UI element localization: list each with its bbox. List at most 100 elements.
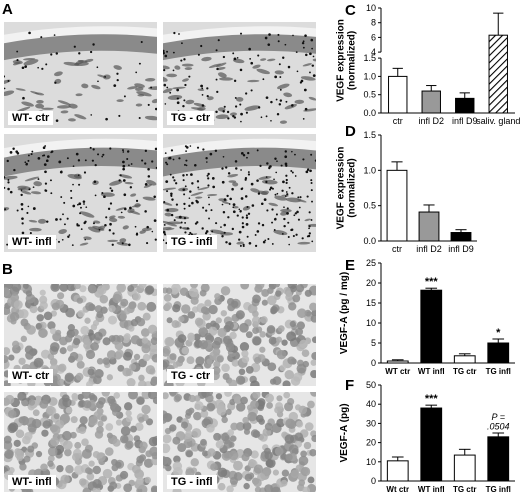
bar (418, 211, 440, 242)
y-tick-label: 20 (366, 278, 376, 288)
y-tick-label: 1.5 (363, 53, 376, 63)
panel-letter-e: E (345, 257, 356, 274)
x-tick-label: Wt ctr (386, 485, 409, 494)
x-tick-label: WT infl (418, 485, 445, 494)
bar (386, 460, 409, 482)
panel-letter-d: D (345, 123, 356, 140)
bar (453, 454, 476, 482)
x-tick-label: TG infl (486, 367, 511, 376)
y-tick-label: 0.0 (363, 108, 376, 118)
error-bar (492, 338, 505, 343)
error-bar (493, 12, 504, 36)
error-bar (458, 448, 471, 456)
significance-label: P = .0504 (487, 412, 510, 431)
micrograph-label: TG - infl (167, 475, 217, 489)
micrograph-a-wt-ctr: WT- ctr (4, 22, 157, 128)
bar (420, 407, 443, 482)
bar (386, 169, 408, 242)
bar (421, 90, 441, 114)
chart-f: 0 10 20 30 40 50 VEGF-A (pg) Wt ctr WT infl *** TG… (325, 377, 520, 495)
chart-c: 0.0 0.5 1.0 1.5 4 6 8 10 VEGF expression(normali… (325, 0, 520, 126)
y-tick-label: 1.0 (363, 71, 376, 81)
error-bar (392, 67, 403, 77)
y-tick-label: 1.0 (363, 165, 376, 175)
error-bar (391, 161, 403, 171)
bar (487, 436, 510, 482)
micrograph-b-wt-infl: WT- infl (4, 392, 157, 492)
x-tick-label: TG ctr (453, 367, 477, 376)
micrograph-label: WT- infl (8, 475, 56, 489)
micrograph-a-tg-infl: TG - infl (163, 134, 316, 252)
x-tick-label: TG ctr (453, 485, 477, 494)
y-tick-label: 10 (366, 3, 376, 13)
error-bar (455, 229, 467, 233)
error-bar (458, 353, 471, 356)
y-tick-label: 0 (371, 358, 376, 368)
y-tick-label: 5 (371, 338, 376, 348)
error-bar (391, 456, 404, 461)
error-bar (425, 404, 438, 409)
chart-e: 0 5 10 15 20 25 VEGF-A (pg / mg) WT ctr WT infl *… (325, 255, 520, 377)
chart-d: 0.0 0.5 1.0 1.5 VEGF expression(normalized) c… (325, 125, 520, 255)
micrograph-label: TG - ctr (167, 369, 215, 383)
panel-letter-f: F (345, 377, 355, 394)
bar (487, 342, 510, 364)
micrograph-a-tg-ctr: TG - ctr (163, 22, 316, 128)
bar (488, 34, 508, 114)
micrograph-label: TG - infl (167, 235, 217, 249)
bar (388, 75, 408, 114)
error-bar (492, 432, 505, 437)
y-tick-label: 1.5 (363, 130, 376, 140)
micrograph-label: WT- ctr (8, 111, 54, 125)
significance-label: *** (425, 276, 439, 288)
y-tick-label: 20 (366, 438, 376, 448)
x-tick-label: TG infl (486, 485, 511, 494)
y-tick-label: 0.5 (363, 90, 376, 100)
y-axis-label: VEGF expression(normalized) (336, 19, 358, 102)
y-tick-label: 6 (371, 32, 376, 42)
x-tick-label: WT ctr (385, 367, 410, 376)
panel-letter-a: A (2, 1, 13, 18)
panel-letter-b: B (2, 261, 13, 278)
y-tick-label: 30 (366, 418, 376, 428)
x-tick-label: infl D2 (418, 116, 444, 126)
bar (453, 355, 476, 364)
error-bar (426, 85, 437, 92)
error-bar (391, 359, 404, 361)
bar (386, 360, 409, 364)
y-tick-label: 0 (371, 476, 376, 486)
significance-label: * (496, 327, 501, 339)
y-tick-label: 0.0 (363, 236, 376, 246)
x-tick-label: ctr (392, 244, 402, 254)
bar (450, 232, 472, 242)
y-axis-label: VEGF-A (pg / mg) (339, 272, 350, 354)
micrograph-a-wt-infl: WT- infl (4, 134, 157, 252)
bar (420, 289, 443, 364)
x-tick-label: WT infl (418, 367, 445, 376)
y-axis-label: VEGF-A (pg) (339, 403, 350, 462)
y-tick-label: 10 (366, 318, 376, 328)
y-tick-label: 8 (371, 18, 376, 28)
micrograph-b-tg-infl: TG - infl (163, 392, 316, 492)
significance-label: *** (425, 393, 439, 405)
y-tick-label: 25 (366, 258, 376, 268)
bar (455, 97, 475, 114)
micrograph-b-wt-ctr: WT- ctr (4, 284, 157, 386)
x-tick-label: saliv. gland (476, 116, 520, 126)
y-tick-label: 50 (366, 380, 376, 390)
x-tick-label: infl D9 (452, 116, 478, 126)
error-bar (423, 204, 435, 213)
x-tick-label: ctr (393, 116, 403, 126)
panel-letter-c: C (345, 2, 356, 19)
y-tick-label: 15 (366, 298, 376, 308)
micrograph-label: WT- infl (8, 235, 56, 249)
error-bar (425, 287, 438, 291)
error-bar (459, 92, 470, 99)
y-tick-label: 0.5 (363, 201, 376, 211)
y-tick-label: 10 (366, 457, 376, 467)
micrograph-b-tg-ctr: TG - ctr (163, 284, 316, 386)
micrograph-label: TG - ctr (167, 111, 215, 125)
y-tick-label: 40 (366, 399, 376, 409)
x-tick-label: infl D2 (416, 244, 442, 254)
y-axis-label: VEGF expression(normalized) (336, 147, 358, 230)
